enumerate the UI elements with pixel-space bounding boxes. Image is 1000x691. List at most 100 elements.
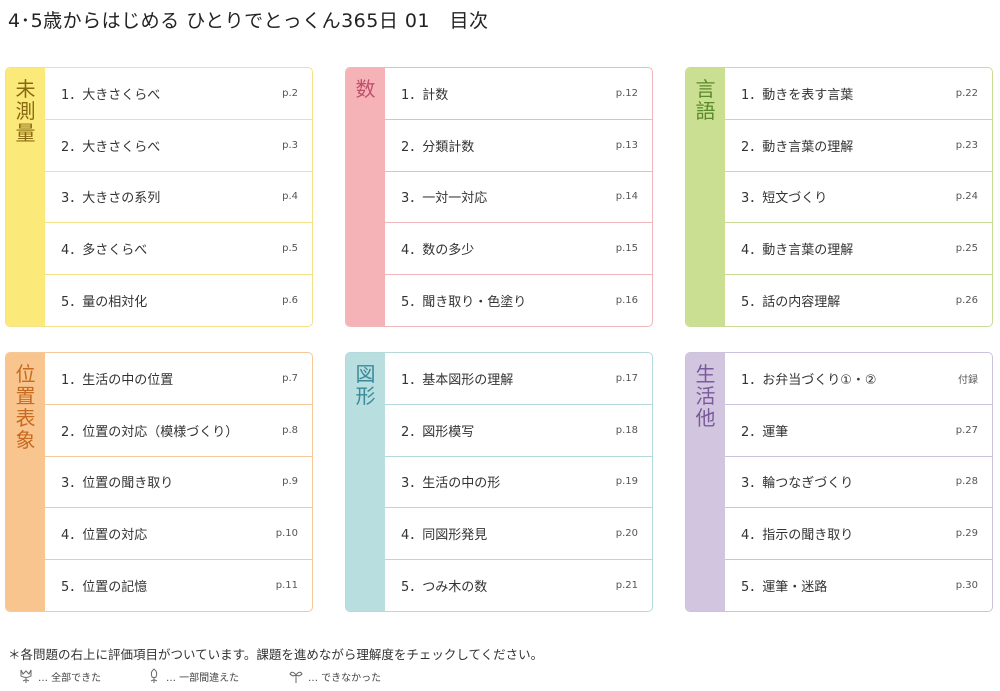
toc-item[interactable]: 3．位置の聞き取り p.9 [45,455,312,508]
section-panel: 言語 1．動きを表す言葉 p.22 2．動き言葉の理解 p.23 3．短文づくり p.24 4… [685,67,993,327]
toc-item-page: p.6 [282,295,298,307]
legend-label: … 全部できた [38,672,102,684]
section-label: 未測量 [15,77,36,145]
section-label: 図形 [355,362,376,408]
toc-item[interactable]: 3．大きさの系列 p.4 [45,170,312,223]
toc-item[interactable]: 4．動き言葉の理解 p.25 [725,222,992,274]
section-panel: 数 1．計数 p.12 2．分類計数 p.13 3．一対一対応 p.14 4．数の多少 p.15… [345,67,653,327]
legend-label: … 一部間違えた [166,672,240,684]
toc-item-page: p.9 [282,476,298,488]
toc-item-label: 2．分類計数 [401,139,475,155]
toc-item-label: 3．大きさの系列 [61,191,161,207]
toc-item-label: 4．同図形発見 [401,528,488,544]
legend-not-done: … できなかった [288,668,381,684]
section-label: 数 [355,77,376,101]
toc-item-page: p.11 [275,580,298,592]
toc-item-page: p.23 [955,139,978,151]
toc-item-label: 4．動き言葉の理解 [741,243,854,259]
section-label: 言語 [695,77,716,123]
toc-item[interactable]: 2．位置の対応（模様づくり） p.8 [45,403,312,456]
toc-item-page: p.28 [955,476,978,488]
legend-all-correct: … 全部できた [18,668,101,684]
toc-item-page: p.26 [955,295,978,307]
toc-item[interactable]: 5．聞き取り・色塗り p.16 [385,274,652,326]
section-panel: 図形 1．基本図形の理解 p.17 2．図形模写 p.18 3．生活の中の形 p.19 4．同… [345,352,653,612]
toc-item-label: 4．多さくらべ [61,243,148,259]
toc-item-label: 1．動きを表す言葉 [741,87,854,103]
toc-item[interactable]: 2．大きさくらべ p.3 [45,118,312,171]
toc-item[interactable]: 5．位置の記憶 p.11 [45,559,312,611]
toc-item-label: 5．量の相対化 [61,295,148,311]
toc-item-label: 4．指示の聞き取り [741,528,854,544]
toc-item-label: 1．計数 [401,87,449,103]
toc-item-label: 1．基本図形の理解 [401,372,514,388]
legend-some-wrong: … 一部間違えた [146,668,239,684]
toc-item[interactable]: 3．生活の中の形 p.19 [385,455,652,508]
toc-item-page: p.5 [282,243,298,255]
toc-item[interactable]: 4．同図形発見 p.20 [385,507,652,559]
sprout-icon [289,671,303,683]
toc-item-page: p.16 [615,295,638,307]
toc-item-label: 5．話の内容理解 [741,295,841,311]
toc-item[interactable]: 1．生活の中の位置 p.7 [45,353,312,404]
toc-item[interactable]: 4．指示の聞き取り p.29 [725,507,992,559]
tulip-bud-icon [150,668,158,683]
toc-item-page: p.8 [282,424,298,436]
toc-item-page: p.4 [282,191,298,203]
toc-item-label: 2．動き言葉の理解 [741,139,854,155]
toc-item-label: 3．生活の中の形 [401,476,501,492]
toc-item[interactable]: 5．運筆・迷路 p.30 [725,559,992,611]
toc-item[interactable]: 5．量の相対化 p.6 [45,274,312,326]
section-strip: 数 [346,68,385,326]
toc-item[interactable]: 1．お弁当づくり①・② 付録 [725,353,992,404]
toc-item[interactable]: 3．一対一対応 p.14 [385,170,652,223]
toc-item-label: 5．つみ木の数 [401,580,488,596]
toc-item-label: 3．一対一対応 [401,191,488,207]
section-panel: 位置表象 1．生活の中の位置 p.7 2．位置の対応（模様づくり） p.8 3．位置の聞き… [5,352,313,612]
toc-item-page: p.22 [955,87,978,99]
toc-item-label: 5．位置の記憶 [61,580,148,596]
toc-item-label: 3．短文づくり [741,191,828,207]
toc-item-page: p.3 [282,139,298,151]
toc-item-label: 2．位置の対応（模様づくり） [61,424,239,440]
toc-item[interactable]: 1．大きさくらべ p.2 [45,68,312,119]
toc-item-page: p.14 [615,191,638,203]
toc-item-label: 1．お弁当づくり①・② [741,372,877,388]
toc-item-page: p.2 [282,87,298,99]
page-title: 4･5歳からはじめる ひとりでとっくん365日 01 目次 [8,10,489,32]
toc-item[interactable]: 1．基本図形の理解 p.17 [385,353,652,404]
toc-item-page: p.15 [615,243,638,255]
toc-item[interactable]: 4．位置の対応 p.10 [45,507,312,559]
toc-item[interactable]: 4．多さくらべ p.5 [45,222,312,274]
toc-item-label: 1．大きさくらべ [61,87,161,103]
section-label: 位置表象 [15,362,36,452]
toc-item-page: p.7 [282,372,298,384]
toc-item[interactable]: 3．短文づくり p.24 [725,170,992,223]
toc-item-page: p.19 [615,476,638,488]
toc-item-page: p.13 [615,139,638,151]
toc-item[interactable]: 5．話の内容理解 p.26 [725,274,992,326]
toc-item-page: p.10 [275,528,298,540]
toc-item-page: p.30 [955,580,978,592]
toc-item-page: p.29 [955,528,978,540]
toc-item-page: p.24 [955,191,978,203]
toc-item[interactable]: 5．つみ木の数 p.21 [385,559,652,611]
toc-item[interactable]: 3．輪つなぎづくり p.28 [725,455,992,508]
legend-label: … できなかった [308,672,382,684]
toc-item[interactable]: 1．動きを表す言葉 p.22 [725,68,992,119]
toc-item[interactable]: 2．運筆 p.27 [725,403,992,456]
section-panel: 生活他 1．お弁当づくり①・② 付録 2．運筆 p.27 3．輪つなぎづくり p.28 4．指… [685,352,993,612]
section-panel: 未測量 1．大きさくらべ p.2 2．大きさくらべ p.3 3．大きさの系列 p.4 4．多さ… [5,67,313,327]
toc-item[interactable]: 1．計数 p.12 [385,68,652,119]
toc-item-label: 5．運筆・迷路 [741,580,828,596]
toc-item-label: 4．数の多少 [401,243,475,259]
toc-item-page: p.18 [615,424,638,436]
toc-item[interactable]: 2．図形模写 p.18 [385,403,652,456]
toc-item-label: 3．輪つなぎづくり [741,476,854,492]
toc-item-page: p.20 [615,528,638,540]
evaluation-note: ＊各問題の右上に評価項目がついています。課題を進めながら理解度をチェックしてくだ… [8,647,544,662]
toc-item[interactable]: 2．動き言葉の理解 p.23 [725,118,992,171]
toc-item[interactable]: 2．分類計数 p.13 [385,118,652,171]
toc-item[interactable]: 4．数の多少 p.15 [385,222,652,274]
toc-item-label: 4．位置の対応 [61,528,148,544]
